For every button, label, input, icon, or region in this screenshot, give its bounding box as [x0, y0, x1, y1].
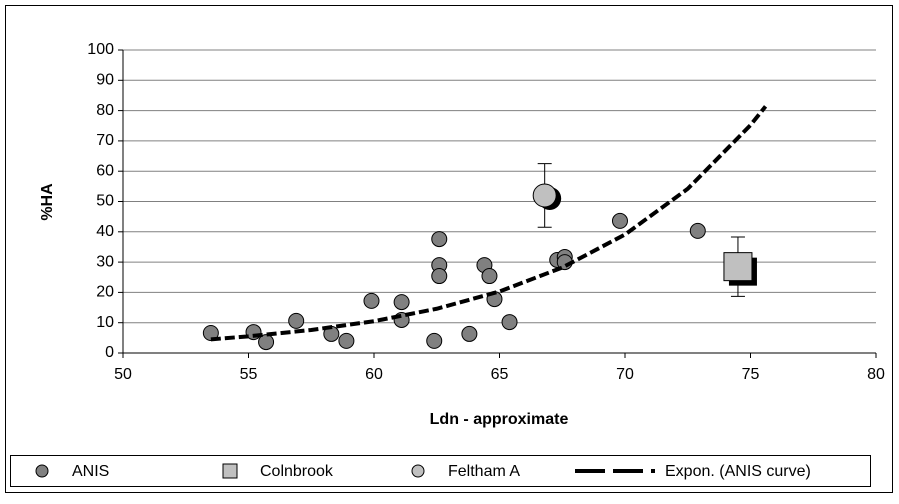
point — [689, 222, 706, 239]
point — [288, 312, 305, 329]
x-tick-label: 60 — [365, 366, 383, 383]
y-tick-label: 70 — [96, 132, 114, 149]
x-tick-label: 75 — [742, 366, 760, 383]
y-tick-label: 100 — [87, 41, 114, 58]
point — [431, 268, 448, 285]
legend — [10, 455, 871, 487]
legend-label: ANIS — [72, 463, 109, 480]
y-tick-label: 40 — [96, 223, 114, 240]
point — [501, 314, 518, 331]
legend-swatch — [222, 463, 238, 479]
x-tick-label: 70 — [616, 366, 634, 383]
y-axis-label: %HA — [39, 183, 56, 221]
y-tick-label: 0 — [105, 344, 114, 361]
legend-label: Feltham A — [448, 463, 520, 480]
legend-label: Expon. (ANIS curve) — [665, 463, 811, 480]
point — [426, 332, 443, 349]
point — [393, 294, 410, 311]
y-tick-label: 20 — [96, 284, 114, 301]
point — [338, 332, 355, 349]
y-tick-label: 60 — [96, 162, 114, 179]
chart-border — [5, 5, 893, 493]
point — [532, 183, 557, 208]
point — [202, 325, 219, 342]
x-tick-label: 55 — [240, 366, 258, 383]
point — [258, 334, 275, 351]
point — [431, 231, 448, 248]
x-tick-label: 50 — [114, 366, 132, 383]
x-tick-label: 65 — [491, 366, 509, 383]
y-tick-label: 30 — [96, 253, 114, 270]
trend-line — [210, 105, 768, 342]
point — [723, 252, 753, 282]
x-axis-label: Ldn - approximate — [430, 411, 569, 428]
legend-label: Colnbrook — [260, 463, 334, 480]
point — [363, 292, 380, 309]
point — [481, 268, 498, 285]
legend-swatch — [35, 464, 49, 478]
point — [611, 212, 628, 229]
y-tick-label: 10 — [96, 314, 114, 331]
y-tick-label: 90 — [96, 72, 114, 89]
y-tick-label: 50 — [96, 193, 114, 210]
point — [461, 325, 478, 342]
y-tick-label: 80 — [96, 102, 114, 119]
x-tick-label: 80 — [867, 366, 885, 383]
legend-swatch — [411, 464, 425, 478]
